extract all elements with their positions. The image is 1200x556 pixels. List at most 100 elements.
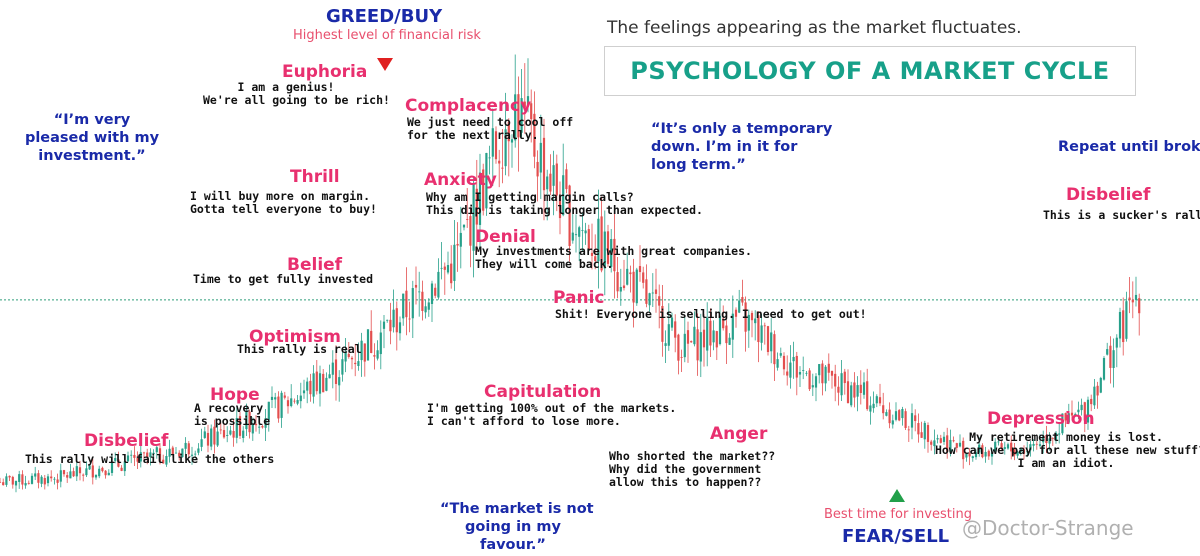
candle-body — [1010, 442, 1013, 452]
title-box: PSYCHOLOGY OF A MARKET CYCLE — [604, 46, 1136, 96]
candle-body — [1051, 438, 1054, 439]
candle-body — [542, 137, 546, 191]
candle-body — [200, 439, 203, 447]
candle-body — [718, 315, 722, 345]
candle-body — [981, 445, 984, 458]
candle-body — [331, 362, 334, 375]
candle-body — [98, 468, 101, 477]
candle-body — [232, 430, 235, 438]
phase-thrill-label: Thrill — [290, 167, 340, 187]
candle-body — [376, 350, 379, 359]
quote-not-my-favour: “The market is not going in my favour.” — [440, 501, 594, 553]
candle-body — [485, 152, 488, 209]
candle-body — [248, 411, 251, 433]
candle-body — [181, 448, 184, 458]
candle-body — [5, 476, 8, 485]
phase-depression-label: Depression — [987, 409, 1095, 429]
candle-body — [1112, 350, 1115, 368]
candle-body — [808, 370, 811, 390]
candle-body — [990, 452, 994, 457]
candle-body — [325, 377, 328, 391]
candle-body — [498, 160, 501, 164]
candle-body — [597, 218, 600, 262]
candle-body — [386, 319, 389, 321]
candle-body — [510, 139, 514, 143]
candle-body — [616, 272, 619, 292]
phase-panic-desc: Shit! Everyone is selling. I need to get… — [555, 307, 867, 321]
fear-best-time-caption: Best time for investing — [824, 507, 972, 522]
candle-body — [155, 447, 158, 453]
phase-hope-label: Hope — [210, 385, 260, 405]
candle-body — [754, 318, 757, 324]
candle-body — [430, 283, 434, 304]
candle-body — [709, 320, 712, 346]
candle-body — [53, 478, 56, 480]
candle-body — [891, 420, 894, 425]
candle-body — [312, 373, 315, 397]
candle-body — [242, 430, 245, 439]
candle-body — [126, 455, 130, 462]
phase-hope-desc: A recovery is possible — [194, 401, 271, 428]
candle-body — [581, 230, 584, 231]
candle-body — [1128, 297, 1131, 301]
candle-body — [309, 380, 312, 395]
candle-body — [82, 474, 85, 476]
candle-body — [254, 423, 258, 426]
phase-denial-label: Denial — [475, 227, 536, 247]
candle-body — [904, 411, 907, 428]
candle-body — [987, 450, 990, 457]
candle-body — [914, 415, 917, 422]
candle-body — [158, 448, 162, 462]
candle-body — [690, 341, 693, 343]
phase-capitulation-desc: I'm getting 100% out of the markets. I c… — [427, 401, 677, 428]
candle-body — [942, 436, 946, 442]
candle-body — [930, 441, 933, 445]
candle-body — [0, 481, 2, 483]
candle-body — [21, 474, 24, 485]
candle-body — [2, 482, 5, 486]
candle-body — [949, 439, 952, 453]
candle-body — [526, 96, 530, 105]
candle-body — [302, 390, 306, 394]
candle-body — [1134, 294, 1138, 300]
candle-body — [427, 302, 430, 310]
candle-body — [59, 470, 62, 482]
candle-body — [645, 279, 648, 304]
candle-body — [674, 321, 677, 338]
candle-body — [299, 395, 302, 402]
candle-body — [1099, 377, 1102, 393]
fear-sell-label: FEAR/SELL — [842, 526, 950, 547]
candle-body — [766, 326, 770, 353]
candle-body — [488, 157, 491, 159]
candle-body — [546, 176, 549, 190]
candle-body — [978, 444, 981, 453]
candle-body — [341, 359, 344, 375]
candle-body — [1032, 443, 1035, 446]
candle-body — [853, 382, 856, 398]
candle-body — [382, 321, 386, 329]
candle-body — [734, 309, 738, 317]
watermark: @Doctor-Strange — [962, 516, 1134, 540]
candle-body — [997, 441, 1000, 443]
candle-body — [584, 230, 587, 234]
candle-body — [1077, 409, 1080, 413]
candle-body — [533, 113, 536, 157]
candle-body — [62, 470, 66, 475]
candle-body — [491, 128, 494, 157]
candle-body — [280, 392, 283, 418]
candle-body — [402, 293, 405, 319]
phase-complacency-desc: We just need to cool off for the next ra… — [407, 115, 574, 142]
candle-body — [786, 371, 789, 376]
phase-disbelief-2-desc: This is a sucker's rally. — [1043, 208, 1200, 222]
candle-body — [840, 373, 843, 396]
candle-body — [168, 448, 171, 457]
candle-body — [418, 291, 421, 293]
candle-body — [1067, 413, 1070, 423]
candle-body — [1042, 435, 1045, 443]
candle-body — [888, 409, 891, 424]
candle-body — [1061, 413, 1064, 434]
candle-body — [600, 216, 603, 271]
candle-body — [648, 293, 651, 306]
candle-body — [462, 224, 466, 228]
candle-body — [917, 423, 920, 435]
